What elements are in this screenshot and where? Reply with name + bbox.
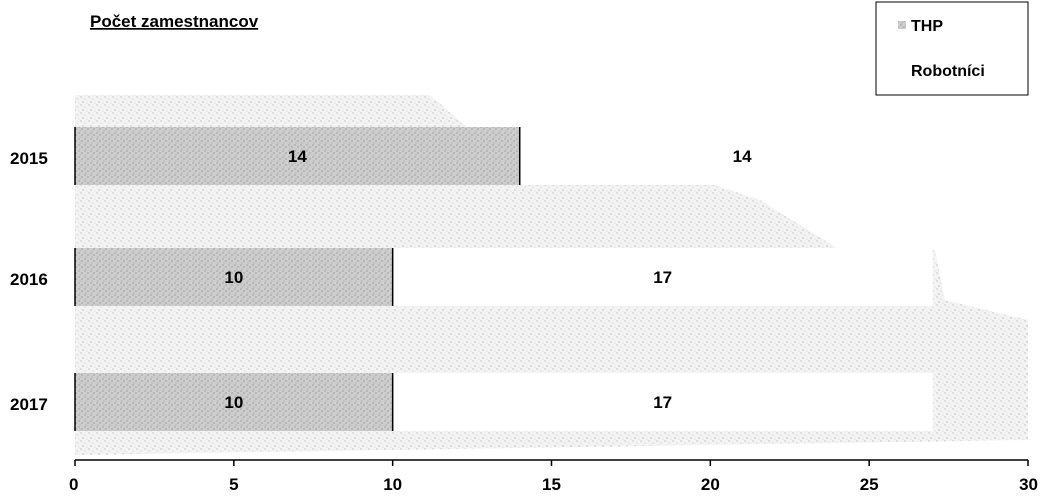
category-label-2016: 2016 xyxy=(10,270,48,289)
category-label-2017: 2017 xyxy=(10,395,48,414)
legend-label-thp: THP xyxy=(911,18,943,35)
legend-swatch-robotnici xyxy=(898,65,906,73)
x-tick-label-0: 0 xyxy=(69,475,78,494)
data-label-robotnici-2016: 17 xyxy=(653,268,672,287)
y-axis-labels: 2015 2016 2017 xyxy=(10,149,48,414)
legend-label-robotnici: Robotníci xyxy=(911,63,985,80)
x-tick-label-10: 10 xyxy=(383,475,402,494)
x-tick-label-30: 30 xyxy=(1019,475,1038,494)
x-tick-label-20: 20 xyxy=(701,475,720,494)
chart-title: Počet zamestnancov xyxy=(90,12,259,31)
category-label-2015: 2015 xyxy=(10,149,48,168)
bar-robotnici-2016 xyxy=(392,248,933,306)
bar-thp-2017 xyxy=(75,373,393,431)
bar-robotnici-2017 xyxy=(392,373,933,431)
data-label-thp-2016: 10 xyxy=(224,268,243,287)
x-tick-label-15: 15 xyxy=(542,475,561,494)
data-label-thp-2015: 14 xyxy=(288,147,307,166)
bar-thp-2016 xyxy=(75,248,393,306)
legend: THP Robotníci xyxy=(875,1,1029,96)
data-label-robotnici-2015: 14 xyxy=(733,147,752,166)
x-tick-label-5: 5 xyxy=(229,475,238,494)
legend-box xyxy=(875,1,1029,96)
bars-group: 14 14 10 17 10 17 xyxy=(74,127,965,431)
bar-robotnici-2015 xyxy=(519,127,965,185)
data-label-robotnici-2017: 17 xyxy=(653,393,672,412)
data-label-thp-2017: 10 xyxy=(224,393,243,412)
x-tick-label-25: 25 xyxy=(860,475,879,494)
x-axis-ticks: 0 5 10 15 20 25 30 xyxy=(69,460,1038,494)
legend-swatch-thp xyxy=(898,21,906,29)
bar-thp-2015 xyxy=(75,127,520,185)
